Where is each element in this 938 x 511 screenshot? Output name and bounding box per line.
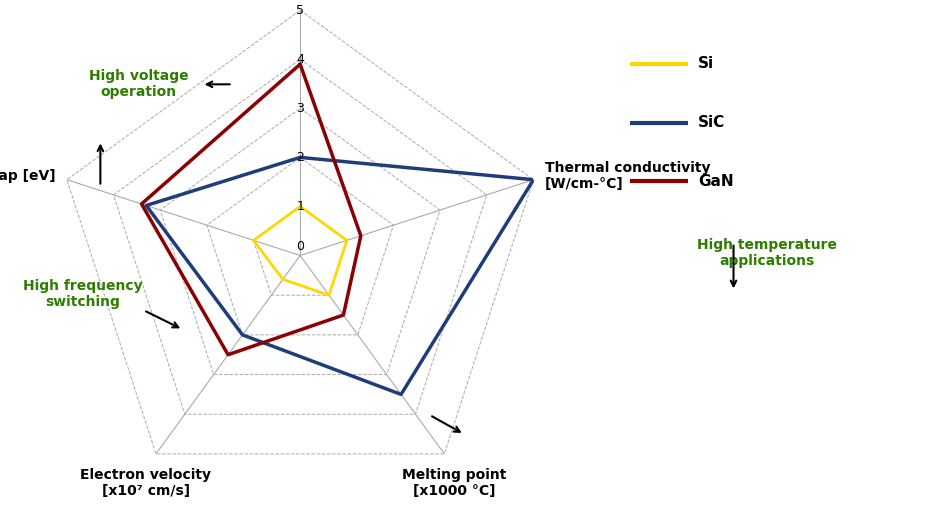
Text: 4: 4 <box>296 53 304 66</box>
Text: Electron velocity
[x10⁷ cm/s]: Electron velocity [x10⁷ cm/s] <box>81 468 211 498</box>
Text: 0: 0 <box>296 240 304 253</box>
Text: 5: 5 <box>296 4 304 17</box>
Text: High frequency
switching: High frequency switching <box>23 278 143 309</box>
Text: Melting point
[x1000 °C]: Melting point [x1000 °C] <box>402 468 507 498</box>
Text: High voltage
operation: High voltage operation <box>89 69 189 100</box>
Text: Thermal conductivity
[W/cm-°C]: Thermal conductivity [W/cm-°C] <box>545 161 711 191</box>
Text: Energy gap [eV]: Energy gap [eV] <box>0 169 55 183</box>
Text: Si: Si <box>698 56 714 72</box>
Text: GaN: GaN <box>698 174 734 189</box>
Text: High temperature
applications: High temperature applications <box>697 238 838 268</box>
Text: 1: 1 <box>296 200 304 213</box>
Text: 2: 2 <box>296 151 304 164</box>
Text: SiC: SiC <box>698 115 725 130</box>
Text: 3: 3 <box>296 102 304 115</box>
